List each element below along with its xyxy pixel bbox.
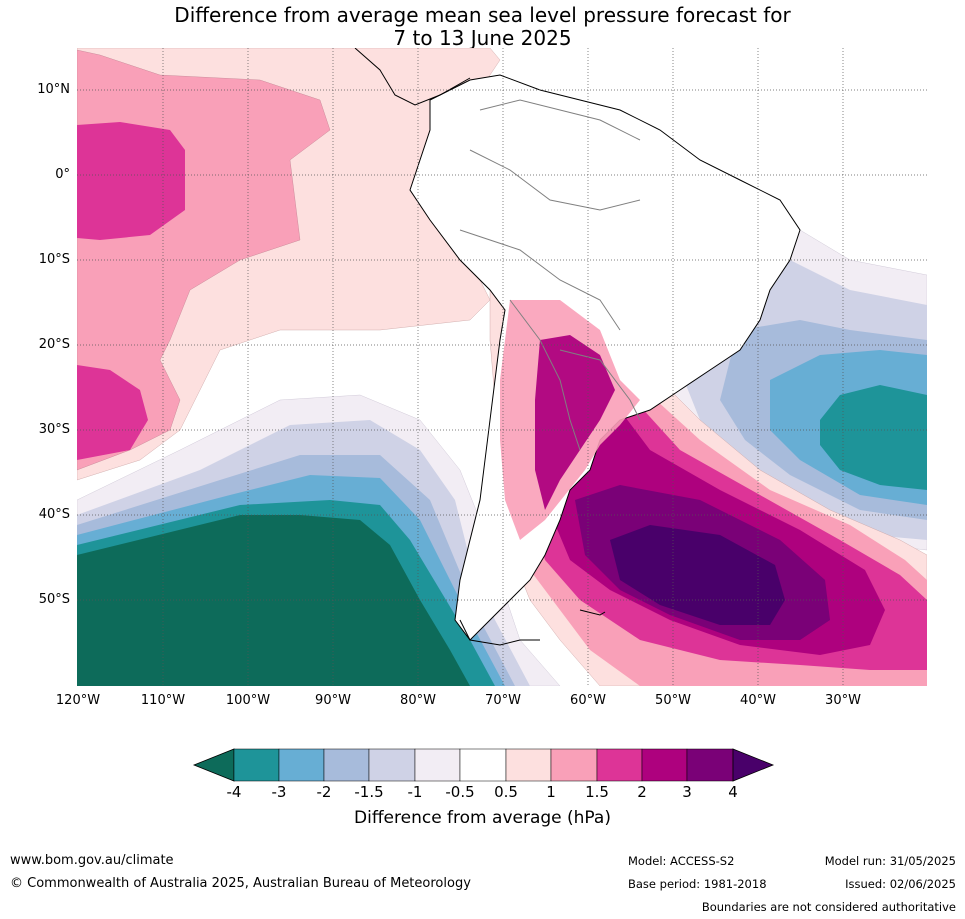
lat-label-10n: 10°N — [37, 82, 70, 97]
colorbar-tick: 0.5 — [494, 783, 518, 801]
gridlines — [77, 48, 927, 686]
colorbar-bin — [596, 748, 643, 782]
lon-label-60w: 60°W — [570, 693, 606, 708]
colorbar — [192, 748, 775, 782]
colorbar-bin — [368, 748, 416, 782]
colorbar-bin — [323, 748, 370, 782]
lon-label-40w: 40°W — [740, 693, 776, 708]
issued-text: Issued: 02/06/2025 — [845, 877, 956, 891]
model-text: Model: ACCESS-S2 — [628, 854, 735, 868]
model-run-text: Model run: 31/05/2025 — [824, 854, 956, 868]
colorbar-bin — [641, 748, 688, 782]
lat-label-30s: 30°S — [38, 422, 70, 437]
colorbar-bin — [505, 748, 552, 782]
copyright-text: © Commonwealth of Australia 2025, Austra… — [10, 876, 471, 891]
lat-label-20s: 20°S — [38, 337, 70, 352]
anomaly-1.5-region-pacific-north — [77, 122, 185, 240]
colorbar-extend-low — [192, 748, 235, 782]
anomaly-neg-3-region-atlantic — [820, 385, 927, 490]
lat-label-50s: 50°S — [38, 592, 70, 607]
colorbar-tick: -3 — [271, 783, 287, 801]
colorbar-tick: 3 — [682, 783, 692, 801]
lon-label-30w: 30°W — [825, 693, 861, 708]
colorbar-tick: -0.5 — [445, 783, 475, 801]
colorbar-bin — [686, 748, 734, 782]
lon-label-90w: 90°W — [315, 693, 351, 708]
colorbar-tick: 4 — [728, 783, 738, 801]
country-borders — [459, 99, 641, 451]
colorbar-tick: 2 — [637, 783, 647, 801]
coastlines — [354, 48, 606, 646]
colorbar-extend-high — [732, 748, 775, 782]
lat-label-0: 0° — [55, 167, 70, 182]
anomaly-neg-4-region — [77, 515, 470, 686]
lat-label-10s: 10°S — [38, 252, 70, 267]
lon-label-70w: 70°W — [485, 693, 521, 708]
colorbar-tick: 1 — [546, 783, 556, 801]
colorbar-tick: -4 — [226, 783, 242, 801]
lon-label-120w: 120°W — [55, 693, 101, 708]
lon-label-80w: 80°W — [400, 693, 436, 708]
colorbar-tick: 1.5 — [585, 783, 609, 801]
anomaly-1.5-region-pacific-south — [77, 365, 148, 460]
colorbar-bin — [550, 748, 598, 782]
disclaimer-text: Boundaries are not considered authoritat… — [701, 900, 956, 914]
colorbar-bin — [278, 748, 325, 782]
title-line-1: Difference from average mean sea level p… — [174, 3, 791, 27]
lon-label-50w: 50°W — [655, 693, 691, 708]
colorbar-bin — [414, 748, 461, 782]
lon-label-100w: 100°W — [225, 693, 271, 708]
base-period-text: Base period: 1981-2018 — [628, 877, 767, 891]
colorbar-title: Difference from average (hPa) — [354, 808, 611, 828]
colorbar-bin — [459, 748, 507, 782]
colorbar-tick: -1.5 — [354, 783, 384, 801]
colorbar-tick: -2 — [316, 783, 332, 801]
lon-label-110w: 110°W — [140, 693, 186, 708]
colorbar-bin — [233, 748, 280, 782]
anomaly-field — [77, 48, 927, 686]
colorbar-tick: -1 — [407, 783, 423, 801]
map-title: Difference from average mean sea level p… — [0, 4, 965, 50]
website-link[interactable]: www.bom.gov.au/climate — [10, 853, 174, 868]
lat-label-40s: 40°S — [38, 507, 70, 522]
land-magenta-overlay — [535, 335, 615, 510]
title-line-2: 7 to 13 June 2025 — [393, 26, 572, 50]
